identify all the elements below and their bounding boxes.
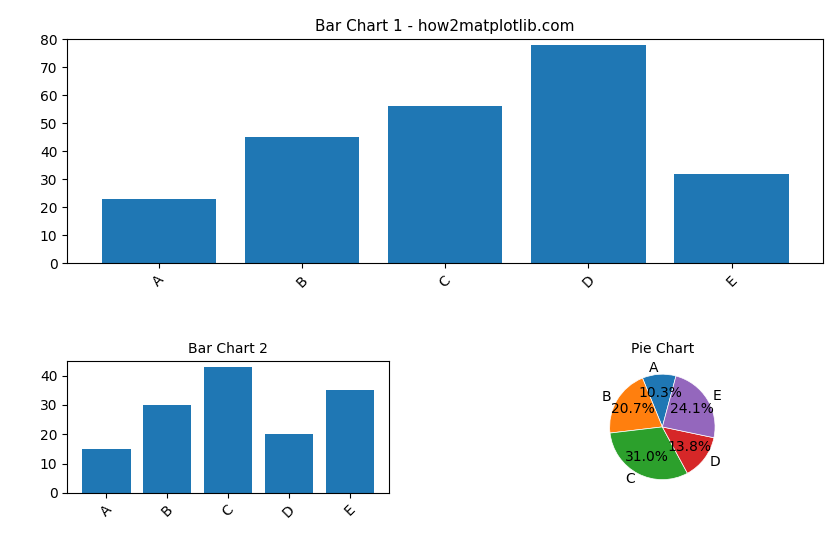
- Text: E: E: [712, 389, 722, 403]
- Wedge shape: [663, 376, 715, 438]
- Text: 10.3%: 10.3%: [638, 386, 682, 400]
- Wedge shape: [610, 378, 663, 433]
- Bar: [203, 367, 253, 493]
- Title: Bar Chart 1 - how2matplotlib.com: Bar Chart 1 - how2matplotlib.com: [316, 19, 575, 34]
- Text: 20.7%: 20.7%: [611, 403, 654, 417]
- Bar: [143, 405, 192, 493]
- Bar: [265, 434, 313, 493]
- Text: D: D: [710, 455, 721, 469]
- Wedge shape: [643, 374, 676, 427]
- Bar: [326, 390, 375, 493]
- Wedge shape: [663, 427, 714, 473]
- Wedge shape: [610, 427, 687, 479]
- Text: 24.1%: 24.1%: [669, 402, 713, 416]
- Text: C: C: [626, 472, 635, 486]
- Text: B: B: [602, 390, 612, 404]
- Text: A: A: [649, 361, 659, 375]
- Bar: [675, 174, 789, 263]
- Title: Pie Chart: Pie Chart: [631, 342, 694, 356]
- Bar: [102, 199, 216, 263]
- Text: 31.0%: 31.0%: [625, 450, 669, 464]
- Bar: [81, 449, 130, 493]
- Text: 13.8%: 13.8%: [668, 440, 711, 454]
- Title: Bar Chart 2: Bar Chart 2: [188, 342, 268, 356]
- Bar: [244, 137, 360, 263]
- Bar: [531, 45, 646, 263]
- Bar: [388, 106, 502, 263]
